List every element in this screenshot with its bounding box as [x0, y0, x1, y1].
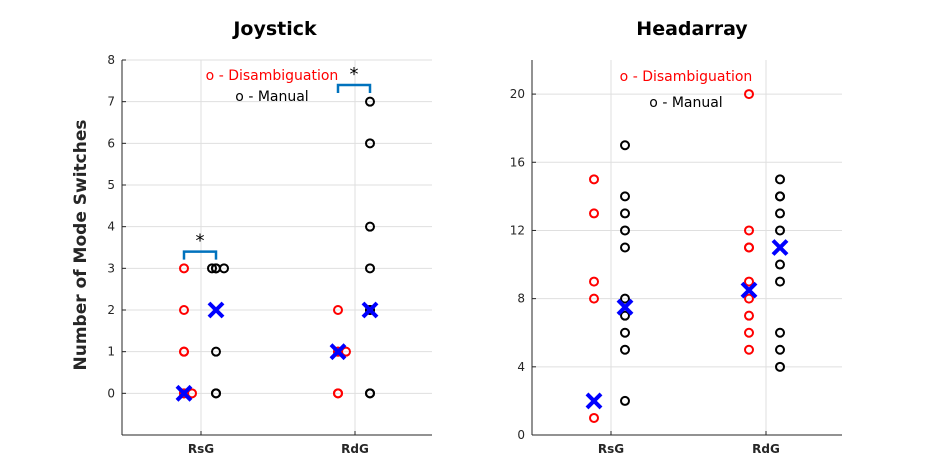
- manual-point: [365, 388, 375, 399]
- manual-point: [620, 310, 630, 321]
- disambiguation-point: [589, 276, 599, 287]
- manual-point: [620, 208, 630, 219]
- chart-title: Headarray: [636, 18, 748, 40]
- disambiguation-point: [179, 346, 189, 357]
- legend-manual: o - Manual: [649, 95, 722, 111]
- x-tick-label: RsG: [188, 442, 214, 456]
- y-tick-label: 2: [107, 303, 115, 317]
- y-tick-label: 4: [107, 220, 115, 234]
- disambiguation-point: [744, 293, 754, 304]
- mean-marker-manual: [771, 239, 789, 256]
- mean-marker-disambiguation: [175, 384, 193, 402]
- manual-point: [775, 361, 785, 372]
- chart-headarray: Headarray 0 4 8 12 16 20 RsG RdG o - Disambiguati…: [510, 18, 842, 456]
- y-axis-label: Number of Mode Switches: [71, 120, 91, 371]
- disambiguation-point: [589, 208, 599, 219]
- disambiguation-point: [333, 305, 343, 315]
- manual-point: [775, 225, 785, 236]
- disambiguation-point: [744, 344, 754, 355]
- y-tick-label: 0: [107, 386, 115, 400]
- manual-point: [365, 221, 375, 232]
- mean-marker-manual: [361, 301, 379, 319]
- y-tick-label: 5: [107, 178, 115, 192]
- manual-point: [775, 327, 785, 338]
- chart-joystick: Joystick 0 1 2 3 4 5 6 7 8 RsG RdG * * o - Disambiguat…: [107, 18, 432, 456]
- y-tick-label: 4: [517, 360, 525, 374]
- disambiguation-point: [341, 346, 351, 357]
- manual-point: [775, 344, 785, 355]
- disambiguation-point: [187, 388, 197, 399]
- manual-point: [211, 388, 221, 399]
- manual-point: [775, 174, 785, 185]
- disambiguation-point: [589, 412, 599, 423]
- y-tick-label: 16: [510, 155, 525, 169]
- y-tick-label: 12: [510, 223, 525, 237]
- mean-marker-manual: [616, 298, 634, 316]
- y-tick-label: 1: [107, 345, 115, 359]
- manual-point: [207, 263, 217, 274]
- x-tick-label: RdG: [752, 442, 780, 456]
- manual-point: [365, 96, 375, 107]
- manual-point: [620, 344, 630, 355]
- manual-point: [219, 263, 229, 274]
- disambiguation-point: [589, 293, 599, 304]
- manual-point: [620, 191, 630, 202]
- y-tick-label: 20: [510, 87, 525, 101]
- mean-marker-disambiguation: [585, 392, 603, 410]
- y-tick-label: 0: [517, 428, 525, 442]
- manual-point: [775, 191, 785, 202]
- disambiguation-point: [744, 276, 754, 287]
- manual-point: [620, 395, 630, 406]
- manual-point: [620, 242, 630, 253]
- manual-point: [775, 259, 785, 270]
- manual-point: [620, 293, 630, 304]
- y-tick-label: 8: [107, 53, 115, 67]
- x-tick-label: RdG: [341, 442, 369, 456]
- mean-marker-disambiguation: [740, 281, 758, 299]
- chart-title: Joystick: [231, 18, 317, 40]
- y-tick-label: 3: [107, 261, 115, 275]
- mean-marker-manual: [207, 301, 225, 319]
- disambiguation-point: [589, 174, 599, 185]
- legend-manual: o - Manual: [235, 89, 308, 105]
- manual-point: [365, 138, 375, 149]
- mean-marker-disambiguation: [329, 343, 347, 361]
- legend-disambiguation: o - Disambiguation: [620, 69, 753, 85]
- significance-star: *: [350, 64, 359, 85]
- disambiguation-point: [744, 225, 754, 236]
- y-tick-label: 6: [107, 136, 115, 150]
- disambiguation-point: [333, 388, 343, 399]
- manual-point: [365, 305, 375, 315]
- manual-point: [620, 327, 630, 338]
- disambiguation-point: [744, 242, 754, 253]
- disambiguation-point: [744, 89, 754, 100]
- manual-point: [620, 225, 630, 236]
- x-tick-label: RsG: [598, 442, 624, 456]
- legend-disambiguation: o - Disambiguation: [206, 68, 339, 84]
- y-tick-label: 7: [107, 95, 115, 109]
- disambiguation-point: [179, 305, 189, 315]
- manual-point: [775, 208, 785, 219]
- significance-bracket: [182, 250, 218, 260]
- disambiguation-point: [744, 310, 754, 321]
- disambiguation-point: [744, 327, 754, 338]
- y-tick-label: 8: [517, 292, 525, 306]
- manual-point: [620, 140, 630, 151]
- significance-bracket: [336, 83, 372, 93]
- manual-point: [365, 263, 375, 274]
- significance-star: *: [196, 231, 205, 252]
- manual-point: [211, 346, 221, 357]
- disambiguation-point: [179, 263, 189, 274]
- manual-point: [775, 276, 785, 287]
